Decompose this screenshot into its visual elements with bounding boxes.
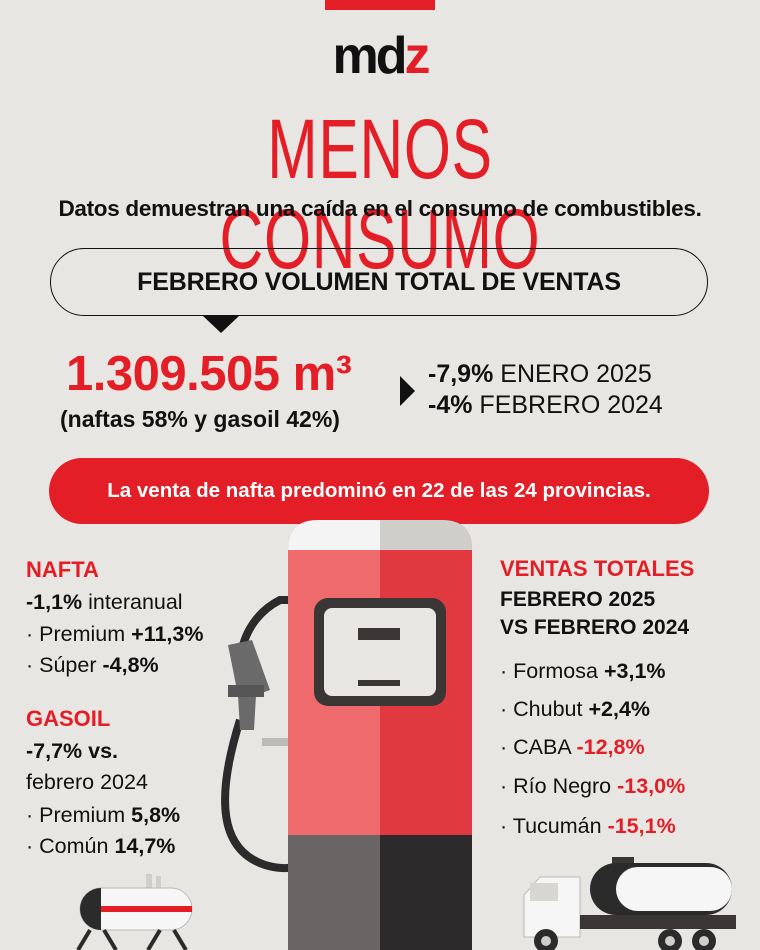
section-pill: FEBRERO VOLUMEN TOTAL DE VENTAS xyxy=(50,248,708,316)
ventas-subheading: VS FEBRERO 2024 xyxy=(500,616,690,639)
ventas-subheading: FEBRERO 2025 xyxy=(500,588,656,611)
list-item: · Río Negro -13,0% xyxy=(500,774,686,798)
list-item: · Premium 5,8% xyxy=(26,803,181,827)
pill-pointer xyxy=(203,316,239,333)
fuel-pump-illustration xyxy=(221,520,472,950)
fuel-tank-illustration xyxy=(76,874,193,950)
play-arrow-icon xyxy=(400,376,415,406)
list-item: · Tucumán -15,1% xyxy=(500,814,676,838)
gasoil-summary-label: febrero 2024 xyxy=(26,770,148,794)
list-item: · Premium +11,3% xyxy=(26,622,204,646)
fuel-mix: (naftas 58% y gasoil 42%) xyxy=(60,406,340,432)
nafta-heading: NAFTA xyxy=(26,557,99,582)
brand-logo: mdz xyxy=(332,27,431,85)
gasoil-summary-value: -7,7% vs. xyxy=(26,739,119,763)
list-item: · CABA -12,8% xyxy=(500,735,645,759)
ventas-heading: VENTAS TOTALES xyxy=(500,556,695,581)
top-accent-bar xyxy=(325,0,435,10)
headline: MENOS CONSUMO xyxy=(219,102,541,286)
total-volume: 1.309.505 m³ xyxy=(66,347,352,401)
comparison-row: -7,9% ENERO 2025 xyxy=(428,360,652,388)
list-item: · Súper -4,8% xyxy=(26,653,159,677)
gasoil-heading: GASOIL xyxy=(26,706,111,731)
nafta-summary: -1,1% interanual xyxy=(26,590,183,614)
subheadline: Datos demuestran una caída en el consumo… xyxy=(58,196,702,221)
tanker-truck-illustration xyxy=(523,857,736,950)
list-item: · Común 14,7% xyxy=(26,834,176,858)
list-item: · Formosa +3,1% xyxy=(500,659,666,683)
list-item: · Chubut +2,4% xyxy=(500,697,651,721)
highlight-banner: La venta de nafta predominó en 22 de las… xyxy=(49,458,709,524)
comparison-row: -4% FEBRERO 2024 xyxy=(428,391,663,419)
